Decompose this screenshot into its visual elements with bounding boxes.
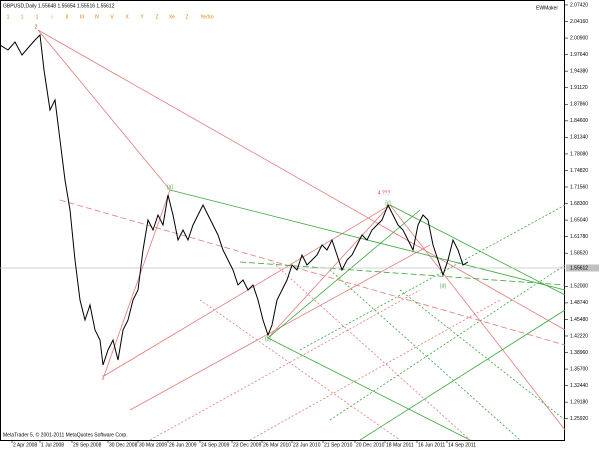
x-tick-label: 26 Jun 2009	[169, 442, 197, 448]
wave-drawings	[37, 29, 566, 441]
chart-title: GBPUSD,Daily 1.55648 1.55654 1.55516 1.5…	[3, 3, 115, 9]
wave-label: [d]	[440, 283, 446, 289]
x-tick-label: 2 Apr 2008	[13, 442, 37, 448]
wave-label: [a]	[167, 184, 173, 190]
toolbar-button[interactable]: X	[125, 14, 129, 20]
toolbar-button[interactable]: IV	[95, 14, 100, 20]
toolbar-button[interactable]: II	[66, 14, 69, 20]
y-tick-label: 1.81340	[570, 135, 588, 141]
y-tick-label: 1.74820	[570, 168, 588, 174]
x-tick-label: 30 Mar 2009	[139, 442, 167, 448]
y-tick-label: 1.35700	[570, 366, 588, 372]
x-tick-label: 14 Sep 2011	[448, 442, 476, 448]
y-tick-label: 1.87860	[570, 102, 588, 108]
wave-label: 2	[35, 24, 38, 30]
x-tick-label: 24 Sep 2009	[201, 442, 230, 448]
toolbar-button[interactable]: Z	[155, 14, 158, 20]
x-tick-label: 16 Jun 2011	[418, 442, 445, 448]
x-tick-label: 23 Jun 2010	[293, 442, 321, 448]
y-tick-label: 1.58520	[570, 251, 588, 257]
toolbar-button[interactable]: i	[51, 14, 52, 20]
x-tick-label: 18 Mar 2011	[386, 442, 414, 448]
y-tick-label: 1.68300	[570, 201, 588, 207]
x-tick-label: 29 Sep 2008	[73, 442, 102, 448]
toolbar-button[interactable]: 1	[36, 14, 39, 20]
watermark: EWMaker	[536, 5, 558, 11]
y-tick-label: 1.84600	[570, 118, 588, 124]
y-tick-label: 1.78080	[570, 151, 588, 157]
toolbar-button[interactable]: 1	[7, 14, 10, 20]
y-tick-label: 1.91120	[570, 85, 588, 91]
toolbar-button[interactable]: 1	[21, 14, 24, 20]
x-tick-label: 20 Dec 2010	[356, 442, 385, 448]
plot-frame	[0, 0, 565, 441]
last-price-label: 1.55612	[570, 265, 588, 271]
x-tick-label: 23 Dec 2009	[233, 442, 262, 448]
last-price-box	[566, 264, 599, 272]
toolbar: 1 1 1 i II III IV V X Y Z Xe Z Ye/Xo	[7, 14, 214, 20]
price-line	[0, 33, 469, 366]
y-tick-label: 2.07420	[570, 2, 588, 8]
toolbar-button[interactable]: Xe	[169, 14, 175, 20]
toolbar-button[interactable]: III	[80, 14, 84, 20]
y-tick-label: 1.52000	[570, 284, 588, 290]
toolbar-button[interactable]: Z	[185, 14, 188, 20]
toolbar-button[interactable]: V	[110, 14, 114, 20]
wave-label: [c]	[385, 200, 391, 206]
y-tick-label: 1.61780	[570, 234, 588, 240]
y-tick-label: 1.45480	[570, 317, 588, 323]
footer: MetaTrader 5, © 2001-2011 MetaQuotes Sof…	[3, 431, 128, 438]
y-tick-label: 2.04160	[570, 19, 588, 25]
y-tick-label: 1.97640	[570, 52, 588, 58]
y-tick-label: 1.71560	[570, 184, 588, 190]
toolbar-button[interactable]: Y	[140, 14, 144, 20]
wave-label: 3	[102, 375, 105, 381]
y-tick-label: 1.32440	[570, 383, 588, 389]
y-tick-label: 1.48740	[570, 300, 588, 306]
x-tick-label: 1 Jul 2008	[41, 442, 64, 448]
wave-label: [b]	[265, 336, 271, 342]
x-tick-label: 26 Mar 2010	[263, 442, 291, 448]
y-tick-label: 1.94380	[570, 69, 588, 75]
y-tick-label: 2.00900	[570, 35, 588, 41]
y-tick-label: 1.29180	[570, 400, 588, 406]
wave-label: 4 ???	[378, 190, 391, 196]
y-tick-label: 1.25920	[570, 416, 588, 422]
y-tick-label: 1.42220	[570, 333, 588, 339]
toolbar-button[interactable]: Ye/Xo	[200, 14, 213, 20]
x-tick-label: 21 Sep 2010	[324, 442, 353, 448]
y-tick-label: 1.65040	[570, 217, 588, 223]
y-tick-label: 1.38960	[570, 350, 588, 356]
x-tick-label: 30 Dec 2008	[109, 442, 138, 448]
